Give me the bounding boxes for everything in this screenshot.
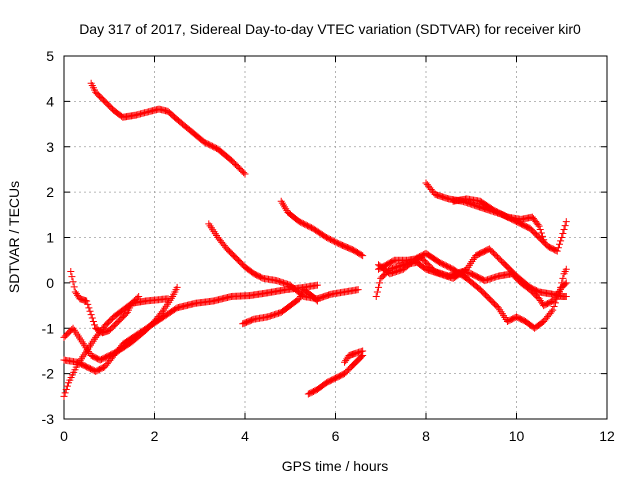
x-tick-label: 10	[509, 428, 525, 444]
data-point	[559, 274, 567, 282]
data-point	[135, 292, 143, 300]
x-axis-label: GPS time / hours	[282, 458, 389, 474]
y-tick-label: -2	[42, 366, 55, 382]
data-point	[240, 169, 248, 177]
data-point	[357, 251, 365, 259]
data-point	[376, 279, 384, 287]
data-point	[67, 268, 75, 276]
y-tick-label: -3	[42, 411, 55, 427]
data-point	[61, 389, 69, 397]
data-point	[313, 297, 321, 305]
data-point	[374, 283, 382, 291]
x-tick-label: 8	[422, 428, 430, 444]
data-point	[354, 286, 362, 294]
data-point	[63, 382, 71, 390]
data-point	[534, 221, 542, 229]
data-point	[373, 288, 381, 296]
y-axis-label: SDTVAR / TECUs	[6, 181, 22, 293]
x-tick-label: 12	[599, 428, 615, 444]
marker-series	[239, 286, 321, 328]
data-point	[558, 234, 566, 241]
data-point	[85, 304, 93, 312]
x-tick-label: 4	[241, 428, 249, 444]
data-point	[372, 292, 380, 300]
data-point	[91, 321, 99, 329]
data-point	[359, 252, 367, 260]
data-point	[173, 283, 181, 291]
data-point	[562, 265, 570, 273]
data-point	[158, 308, 166, 316]
data-point	[88, 314, 96, 322]
y-tick-label: 2	[46, 184, 54, 200]
data-point	[550, 302, 558, 310]
data-point	[561, 280, 569, 288]
data-point	[312, 296, 320, 304]
data-point	[562, 218, 570, 226]
data-point	[84, 300, 92, 308]
data-point	[86, 307, 94, 315]
marker-series	[67, 268, 143, 337]
x-tick-labels: 0 2 4 6 8 10 12	[60, 428, 615, 444]
data-point	[89, 317, 97, 325]
axis-ticks	[63, 55, 608, 420]
y-tick-label: 0	[46, 275, 54, 291]
marker-series	[374, 254, 570, 310]
marker-series	[304, 351, 367, 398]
data-point	[537, 229, 545, 237]
y-tick-label: -1	[42, 320, 55, 336]
data-point	[536, 226, 544, 234]
data-point	[559, 230, 567, 238]
data-point	[561, 222, 569, 230]
data-point	[549, 306, 557, 314]
marker-series	[60, 283, 181, 364]
data-point	[560, 226, 568, 234]
y-tick-label: 5	[46, 48, 54, 64]
chart-title: Day 317 of 2017, Sidereal Day-to-day VTE…	[79, 21, 581, 37]
data-point	[313, 281, 321, 289]
y-tick-label: 1	[46, 230, 54, 246]
data-point	[540, 236, 548, 244]
data-point	[557, 237, 565, 245]
x-tick-label: 6	[332, 428, 340, 444]
data-point	[69, 278, 77, 286]
data-point	[562, 292, 570, 300]
data-markers	[60, 79, 570, 400]
y-tick-labels: -3 -2 -1 0 1 2 3 4 5	[42, 48, 55, 427]
data-point	[83, 297, 91, 305]
y-tick-label: 4	[46, 93, 54, 109]
data-point	[555, 240, 563, 248]
data-point	[535, 222, 543, 230]
data-point	[68, 273, 76, 281]
marker-series	[277, 197, 367, 260]
grid-lines	[64, 56, 607, 419]
marker-series	[449, 195, 548, 244]
marker-series	[341, 347, 367, 366]
marker-series	[87, 79, 249, 178]
data-point	[60, 392, 68, 400]
x-tick-label: 2	[151, 428, 159, 444]
data-point	[70, 283, 78, 291]
y-tick-label: 3	[46, 139, 54, 155]
data-point	[547, 308, 555, 316]
marker-series	[60, 295, 172, 400]
data-point	[133, 294, 141, 302]
data-point	[359, 347, 367, 355]
data-point	[122, 310, 130, 318]
data-point	[539, 232, 547, 240]
data-point	[241, 170, 249, 178]
data-point	[562, 279, 570, 287]
x-tick-label: 0	[60, 428, 68, 444]
marker-series	[422, 179, 570, 255]
data-point	[553, 247, 561, 255]
data-point	[554, 244, 562, 252]
data-point	[62, 386, 70, 394]
data-point	[87, 311, 95, 319]
